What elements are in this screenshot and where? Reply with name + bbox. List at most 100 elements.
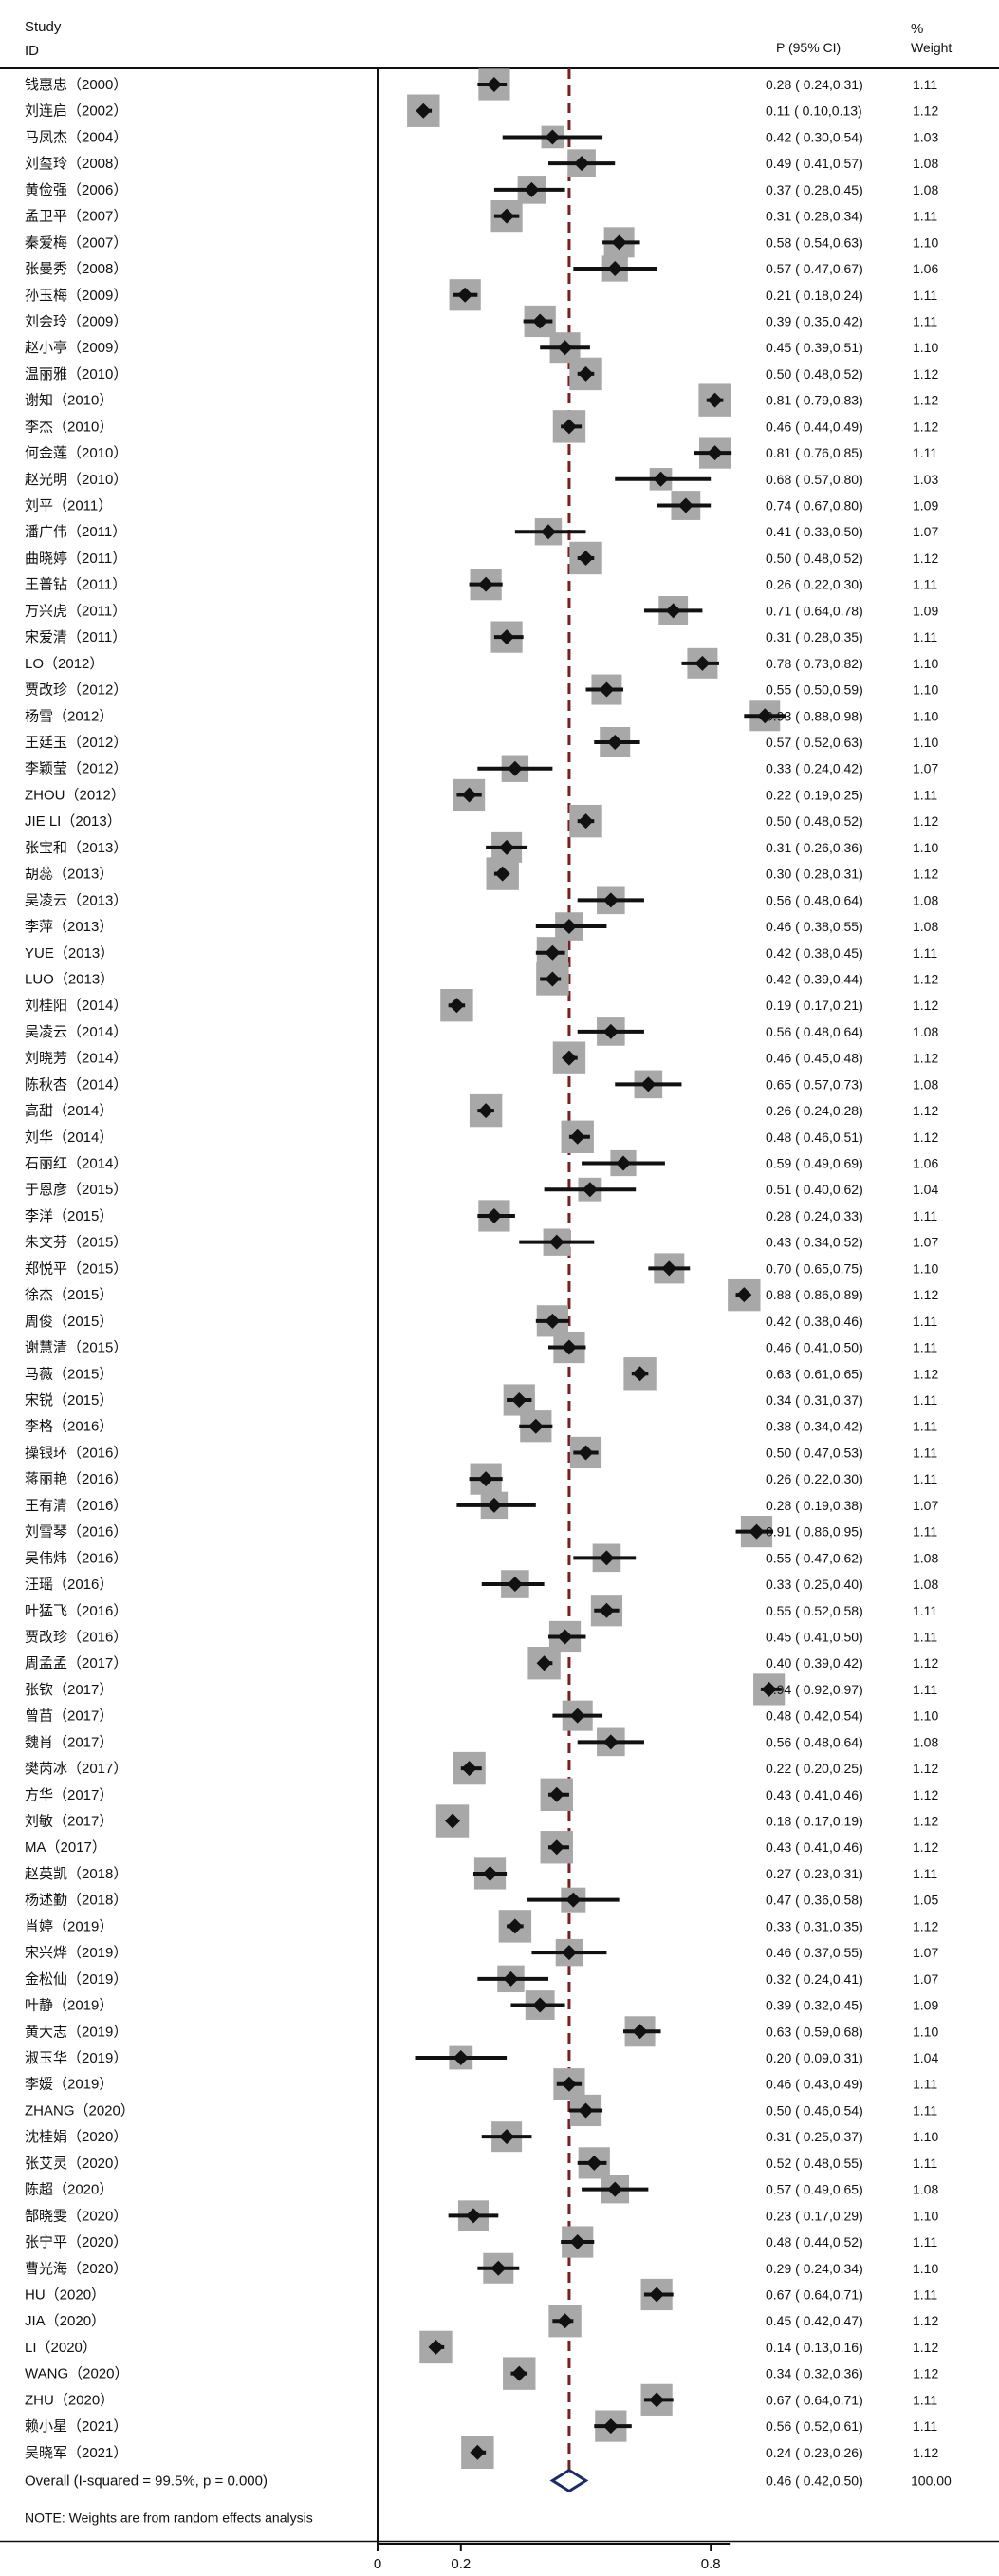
weight-text: 1.12 [913,1787,938,1802]
ci-text: 0.46 ( 0.37,0.55) [766,1945,863,1960]
study-label: 叶猛飞（2016） [25,1603,127,1619]
weight-text: 1.08 [913,182,938,197]
study-label: 高甜（2014） [25,1103,113,1119]
weight-text: 1.11 [913,1392,937,1408]
point-estimate [649,2392,665,2408]
weight-text: 1.08 [913,919,938,934]
point-estimate [511,1392,527,1408]
ci-text: 0.56 ( 0.48,0.64) [766,1734,863,1749]
point-estimate [578,1445,594,1461]
ci-text: 0.70 ( 0.65,0.75) [766,1260,863,1276]
weight-text: 1.08 [913,892,938,907]
study-label: MA（2017） [25,1839,106,1856]
weight-text: 1.10 [913,656,938,671]
point-estimate [582,1182,598,1198]
point-estimate [561,919,577,935]
weight-text: 1.09 [913,1998,938,2013]
ci-text: 0.28 ( 0.24,0.33) [766,1208,863,1223]
point-estimate [749,1523,765,1540]
study-label: YUE（2013） [25,945,114,961]
weight-text: 1.07 [913,1945,938,1960]
ci-text: 0.74 ( 0.67,0.80) [766,498,863,513]
point-estimate [574,156,590,172]
weight-text: 1.12 [913,393,938,408]
point-estimate [761,1681,777,1697]
study-label: 王廷玉（2012） [25,735,127,751]
ci-text: 0.71 ( 0.64,0.78) [766,603,863,618]
study-label: 淑玉华（2019） [25,2050,127,2066]
study-label: 谢知（2010） [25,393,113,409]
x-tick-label: 0.8 [701,2556,721,2572]
point-estimate [602,1023,619,1039]
weight-text: 1.07 [913,761,938,776]
point-estimate [532,1997,548,2013]
weight-text: 1.04 [913,1182,938,1197]
x-tick-label: 0 [374,2556,381,2572]
ci-text: 0.31 ( 0.26,0.36) [766,840,863,855]
study-label: 刘玺玲（2008） [25,156,127,172]
weight-text: 1.10 [913,1708,938,1724]
weight-text: 1.10 [913,340,938,355]
weight-text: 1.12 [913,1839,938,1855]
ci-text: 0.63 ( 0.59,0.68) [766,2024,863,2039]
study-label: 朱文芬（2015） [25,1235,127,1251]
ci-text: 0.39 ( 0.35,0.42) [766,313,863,328]
point-estimate [540,524,556,540]
point-estimate [632,1366,648,1382]
study-label: 郑悦平（2015） [25,1260,127,1277]
point-estimate [757,708,773,724]
study-label: JIE LI（2013） [25,813,121,830]
point-estimate [616,1155,632,1171]
ci-text: 0.31 ( 0.28,0.34) [766,209,863,224]
ci-text: 0.28 ( 0.24,0.31) [766,77,863,92]
weight-text: 1.12 [913,551,938,566]
point-estimate [561,419,577,435]
study-label: 方华（2017） [25,1787,113,1803]
study-label: 曲晓婷（2011） [25,551,126,567]
weight-text: 1.08 [913,1577,938,1592]
study-label: ZHU（2020） [25,2392,114,2408]
weight-text: 1.11 [913,209,937,224]
point-estimate [499,2129,515,2145]
ci-text: 0.41 ( 0.33,0.50) [766,524,863,539]
weight-text: 1.11 [913,629,937,644]
point-estimate [465,2208,481,2224]
weight-text: 1.12 [913,1655,938,1671]
ci-text: 0.37 ( 0.28,0.45) [766,182,863,197]
study-label: 刘会玲（2009） [25,313,127,329]
study-label: 钱惠忠（2000） [25,77,127,93]
point-estimate [478,576,494,592]
ci-text: 0.43 ( 0.41,0.46) [766,1839,863,1855]
header-id: ID [25,43,39,59]
study-label: 潘广伟（2011） [25,524,126,540]
study-label: 谢慧清（2015） [25,1340,127,1356]
study-label: ZHOU（2012） [25,787,125,803]
weight-text: 1.12 [913,1814,938,1829]
study-label: 曾苗（2017） [25,1708,113,1725]
ci-text: 0.26 ( 0.22,0.30) [766,1471,863,1486]
study-label: LI（2020） [25,2340,97,2356]
weight-text: 1.07 [913,1235,938,1250]
weight-text: 1.10 [913,2208,938,2223]
header-study: Study [25,19,62,35]
ci-text: 0.46 ( 0.38,0.55) [766,919,863,934]
weight-text: 1.09 [913,603,938,618]
weight-text: 1.11 [913,1340,937,1355]
weight-text: 1.03 [913,129,938,144]
study-label: ZHANG（2020） [25,2102,135,2119]
point-estimate [607,2181,623,2197]
ci-text: 0.31 ( 0.28,0.35) [766,629,863,644]
study-label: 肖婷（2019） [25,1918,113,1934]
ci-text: 0.46 ( 0.41,0.50) [766,1340,863,1355]
point-estimate [445,1813,461,1829]
point-estimate [632,2024,648,2040]
weight-text: 1.11 [913,313,937,328]
study-label: 李格（2016） [25,1419,113,1435]
study-label: 李洋（2015） [25,1208,113,1224]
ci-text: 0.46 ( 0.45,0.48) [766,1051,863,1066]
point-estimate [449,998,465,1014]
study-label: 王有清（2016） [25,1498,127,1514]
weight-text: 1.09 [913,498,938,513]
point-estimate [599,1602,615,1618]
point-estimate [602,892,619,908]
